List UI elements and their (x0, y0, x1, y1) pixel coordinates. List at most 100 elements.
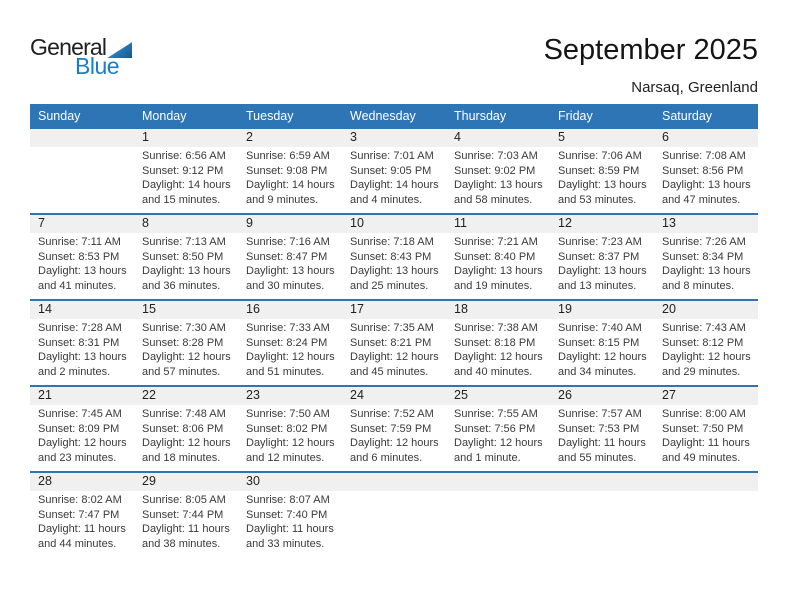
day-cell: Sunrise: 7:28 AM Sunset: 8:31 PM Dayligh… (30, 319, 134, 383)
day-cell (342, 491, 446, 555)
day-number-band: 28 29 30 (30, 473, 758, 491)
day-number: 16 (246, 302, 260, 316)
sunrise-text: Sunrise: 7:06 AM (558, 150, 642, 162)
day-number: 5 (558, 130, 565, 144)
day-cell: Sunrise: 7:08 AM Sunset: 8:56 PM Dayligh… (654, 147, 758, 211)
daylight-text: Daylight: 11 hours (142, 523, 230, 536)
daylight-text: Daylight: 12 hours (142, 437, 231, 450)
daylight-text: and 18 minutes. (142, 451, 221, 464)
day-number: 13 (662, 216, 676, 230)
daylight-text: Daylight: 13 hours (142, 265, 231, 278)
day-cell (446, 491, 550, 555)
daylight-text: and 13 minutes. (558, 279, 637, 292)
sunrise-text: Sunrise: 7:26 AM (662, 236, 746, 248)
weekday-header-monday: Monday (142, 108, 187, 123)
week-row-3: 14 15 16 17 18 19 20 Sunrise: 7:28 AM Su… (30, 299, 758, 385)
day-cell: Sunrise: 7:16 AM Sunset: 8:47 PM Dayligh… (238, 233, 342, 297)
day-cell: Sunrise: 7:52 AM Sunset: 7:59 PM Dayligh… (342, 405, 446, 469)
week-row-2: 7 8 9 10 11 12 13 Sunrise: 7:11 AM Sunse… (30, 213, 758, 299)
day-details-band: Sunrise: 7:28 AM Sunset: 8:31 PM Dayligh… (30, 319, 758, 385)
sunset-text: Sunset: 8:12 PM (662, 336, 744, 349)
daylight-text: and 45 minutes. (350, 365, 429, 378)
sunset-text: Sunset: 7:44 PM (142, 508, 224, 521)
daylight-text: Daylight: 12 hours (662, 351, 751, 364)
daylight-text: and 41 minutes. (38, 279, 117, 292)
day-number: 21 (38, 388, 52, 402)
day-number: 30 (246, 474, 260, 488)
sunrise-text: Sunrise: 7:57 AM (558, 408, 642, 420)
sunset-text: Sunset: 8:59 PM (558, 164, 640, 177)
daylight-text: and 6 minutes. (350, 451, 423, 464)
day-number: 11 (454, 216, 467, 230)
day-number: 3 (350, 130, 357, 144)
day-details-band: Sunrise: 8:02 AM Sunset: 7:47 PM Dayligh… (30, 491, 758, 557)
day-number: 27 (662, 388, 676, 402)
daylight-text: Daylight: 11 hours (246, 523, 334, 536)
day-cell: Sunrise: 7:18 AM Sunset: 8:43 PM Dayligh… (342, 233, 446, 297)
daylight-text: and 23 minutes. (38, 451, 117, 464)
calendar-table: Sunday Monday Tuesday Wednesday Thursday… (30, 104, 758, 557)
day-number: 10 (350, 216, 364, 230)
sunset-text: Sunset: 8:21 PM (350, 336, 432, 349)
weekday-header-saturday: Saturday (662, 108, 713, 123)
day-number: 26 (558, 388, 572, 402)
daylight-text: and 29 minutes. (662, 365, 741, 378)
day-number-band: 7 8 9 10 11 12 13 (30, 215, 758, 233)
day-number: 17 (350, 302, 364, 316)
sunset-text: Sunset: 7:50 PM (662, 422, 744, 435)
sunset-text: Sunset: 8:02 PM (246, 422, 328, 435)
sunrise-text: Sunrise: 7:03 AM (454, 150, 538, 162)
daylight-text: Daylight: 13 hours (454, 179, 543, 192)
daylight-text: Daylight: 13 hours (38, 351, 127, 364)
sunset-text: Sunset: 8:09 PM (38, 422, 120, 435)
daylight-text: and 15 minutes. (142, 193, 221, 206)
day-number (446, 473, 550, 491)
daylight-text: Daylight: 13 hours (662, 265, 751, 278)
daylight-text: Daylight: 13 hours (246, 265, 335, 278)
daylight-text: Daylight: 11 hours (38, 523, 126, 536)
daylight-text: Daylight: 14 hours (246, 179, 335, 192)
sunset-text: Sunset: 9:02 PM (454, 164, 536, 177)
sunset-text: Sunset: 8:28 PM (142, 336, 224, 349)
sunrise-text: Sunrise: 7:40 AM (558, 322, 642, 334)
day-number: 23 (246, 388, 260, 402)
sunset-text: Sunset: 9:05 PM (350, 164, 432, 177)
sunset-text: Sunset: 8:50 PM (142, 250, 224, 263)
daylight-text: Daylight: 13 hours (350, 265, 439, 278)
daylight-text: Daylight: 13 hours (454, 265, 543, 278)
day-number: 12 (558, 216, 572, 230)
sunrise-text: Sunrise: 6:59 AM (246, 150, 330, 162)
daylight-text: and 4 minutes. (350, 193, 423, 206)
daylight-text: and 58 minutes. (454, 193, 533, 206)
sunset-text: Sunset: 8:37 PM (558, 250, 640, 263)
page-title: September 2025 (543, 34, 758, 66)
sunset-text: Sunset: 7:59 PM (350, 422, 432, 435)
sunset-text: Sunset: 8:31 PM (38, 336, 120, 349)
day-cell: Sunrise: 7:13 AM Sunset: 8:50 PM Dayligh… (134, 233, 238, 297)
sunrise-text: Sunrise: 6:56 AM (142, 150, 226, 162)
day-cell: Sunrise: 7:38 AM Sunset: 8:18 PM Dayligh… (446, 319, 550, 383)
day-number: 9 (246, 216, 253, 230)
day-cell: Sunrise: 8:02 AM Sunset: 7:47 PM Dayligh… (30, 491, 134, 555)
sunset-text: Sunset: 7:47 PM (38, 508, 120, 521)
day-cell: Sunrise: 7:45 AM Sunset: 8:09 PM Dayligh… (30, 405, 134, 469)
daylight-text: and 57 minutes. (142, 365, 221, 378)
daylight-text: Daylight: 12 hours (142, 351, 231, 364)
day-number: 2 (246, 130, 253, 144)
daylight-text: and 8 minutes. (662, 279, 735, 292)
sunrise-text: Sunrise: 7:08 AM (662, 150, 746, 162)
sunrise-text: Sunrise: 7:35 AM (350, 322, 434, 334)
sunset-text: Sunset: 8:24 PM (246, 336, 328, 349)
page-subtitle: Narsaq, Greenland (631, 79, 758, 97)
sunrise-text: Sunrise: 7:28 AM (38, 322, 122, 334)
day-cell: Sunrise: 7:23 AM Sunset: 8:37 PM Dayligh… (550, 233, 654, 297)
day-cell: Sunrise: 7:06 AM Sunset: 8:59 PM Dayligh… (550, 147, 654, 211)
day-details-band: Sunrise: 7:45 AM Sunset: 8:09 PM Dayligh… (30, 405, 758, 471)
day-cell: Sunrise: 7:21 AM Sunset: 8:40 PM Dayligh… (446, 233, 550, 297)
day-number: 18 (454, 302, 468, 316)
sunrise-text: Sunrise: 7:13 AM (142, 236, 226, 248)
sunrise-text: Sunrise: 7:18 AM (350, 236, 434, 248)
daylight-text: and 19 minutes. (454, 279, 533, 292)
sunrise-text: Sunrise: 7:50 AM (246, 408, 330, 420)
sunrise-text: Sunrise: 7:55 AM (454, 408, 538, 420)
